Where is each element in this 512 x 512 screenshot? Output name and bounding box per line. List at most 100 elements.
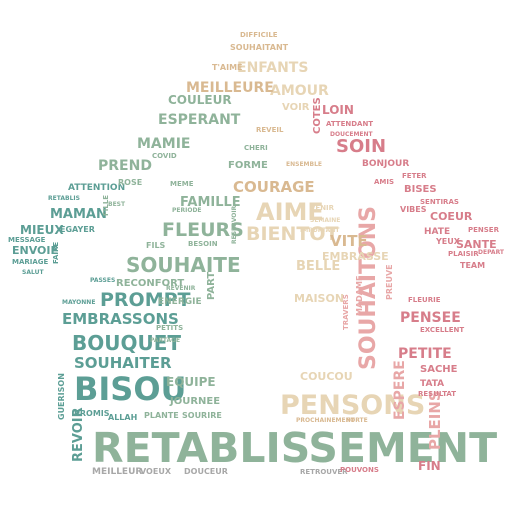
word-courage: COURAGE — [233, 178, 315, 196]
word-cotes: COTES — [312, 97, 323, 134]
word-bouquet: BOUQUET — [72, 331, 181, 355]
word-fin: FIN — [418, 459, 441, 473]
word-important: IMPORTANT — [300, 227, 340, 234]
word-prend: PREND — [98, 158, 152, 174]
word-energie: ENERGIE — [158, 297, 202, 307]
word-tata: TATA — [420, 379, 444, 389]
word-egayer: EGAYER — [60, 225, 95, 234]
word-reconfort: RECONFORT — [116, 278, 184, 289]
word-fils: FILS — [146, 241, 166, 250]
word-semaine: SEMAINE — [310, 217, 340, 224]
word-douceur: DOUCEUR — [184, 467, 228, 476]
word-mamie: MAMIE — [137, 136, 190, 152]
word-voir: VOIR — [282, 102, 310, 113]
word-embrasse: EMBRASSE — [322, 250, 389, 263]
word-vite: VITE — [330, 232, 368, 250]
word-coeur: COEUR — [430, 210, 473, 223]
word-prochainement: PROCHAINEMENT — [296, 417, 356, 424]
word-reveil: REVEIL — [256, 126, 284, 134]
word-guerison: GUERISON — [57, 373, 66, 420]
word-sourire: SOURIRE — [182, 411, 222, 420]
word-vibes: VIBES — [400, 205, 427, 214]
word-meilleur: MEILLEUR — [92, 467, 142, 477]
word-equipe: EQUIPE — [166, 375, 216, 389]
word-attention: ATTENTION — [68, 183, 125, 193]
word-petite: PETITE — [398, 346, 452, 362]
word-sache: SACHE — [420, 364, 458, 375]
word-pensee: PENSEE — [400, 310, 461, 326]
word-hate: HATE — [424, 227, 450, 237]
word-sante: SANTE — [456, 238, 497, 251]
word-faire: FAIRE — [52, 242, 60, 264]
word-travers: TRAVERS — [342, 294, 350, 330]
word-part: PART — [206, 272, 217, 300]
word-salut: SALUT — [22, 269, 44, 276]
word-embrassons: EMBRASSONS — [62, 310, 179, 328]
word-espere: ESPERE — [392, 360, 408, 420]
word-depart: DEPART — [478, 249, 505, 256]
word-t-aime: T'AIME — [212, 63, 243, 72]
word-forme: FORME — [228, 160, 268, 171]
word-bises: BISES — [404, 184, 437, 195]
word-souhaitant: SOUHAITANT — [230, 43, 289, 52]
word-pensons: PENSONS — [280, 390, 425, 421]
word-message: MESSAGE — [8, 236, 46, 244]
word-meilleure: MEILLEURE — [186, 80, 274, 96]
word-coucou: COUCOU — [300, 370, 353, 383]
word-loin: LOIN — [322, 103, 354, 117]
word-best: BEST — [108, 201, 126, 208]
word-besoin: BESOIN — [188, 240, 218, 248]
word-rose: ROSE — [118, 178, 142, 187]
word-excellent: EXCELLENT — [420, 326, 464, 334]
word-souhaiter: SOUHAITER — [74, 354, 172, 372]
word-partage: PARTAGE — [150, 337, 180, 344]
word-souhaite: SOUHAITE — [126, 253, 241, 277]
word-mariage: MARIAGE — [12, 258, 49, 266]
word-penser: PENSER — [468, 226, 500, 234]
word-plaisir: PLAISIR — [448, 250, 479, 258]
word-amour: AMOUR — [270, 83, 329, 99]
word-venir: VENIR — [310, 204, 335, 212]
word-feter: FETER — [402, 172, 427, 180]
word-retrouver: RETROUVER — [300, 468, 348, 476]
word-maman: MAMAN — [50, 207, 107, 222]
word-ensemble: ENSEMBLE — [286, 161, 322, 168]
word-maison: MAISON — [294, 292, 344, 305]
word-forte: FORTE — [346, 417, 368, 424]
word-belle: BELLE — [296, 259, 340, 274]
word-bonjour: BONJOUR — [362, 159, 409, 169]
word-amis: AMIS — [374, 178, 394, 186]
word-prompt: PROMPT — [100, 289, 191, 311]
word-fleurie: FLEURIE — [408, 296, 441, 304]
word-reservoir: RESERVOIR — [231, 205, 238, 244]
word-revoir: REVOIR — [71, 407, 86, 462]
word-fille: FILLE — [102, 195, 110, 216]
word-attendant: ATTENDANT — [326, 120, 373, 128]
word-revenir: REVENIR — [166, 285, 196, 292]
word-difficile: DIFFICILE — [240, 31, 278, 39]
word-team: TEAM — [460, 261, 485, 270]
word-soin: SOIN — [336, 136, 386, 157]
word-mieux: MIEUX — [20, 223, 64, 237]
word-retablissement: RETABLISSEMENT — [92, 424, 497, 472]
word-covid: COVID — [152, 152, 177, 160]
word-sentiras: SENTIRAS — [420, 198, 459, 206]
word-allah: ALLAH — [108, 413, 137, 422]
word-promis: PROMIS — [74, 409, 110, 418]
word-envoie: ENVOIE — [12, 244, 58, 257]
word-aime: AIME — [256, 198, 324, 226]
word-doucement: DOUCEMENT — [330, 131, 374, 138]
word-voeux: VOEUX — [140, 467, 172, 476]
word-journee: JOURNEE — [169, 396, 220, 407]
word-madame: MADAME — [355, 276, 364, 316]
word-passes: PASSES — [90, 277, 115, 284]
word-mayonne: MAYONNE — [62, 299, 95, 306]
word-preuve: PREUVE — [385, 264, 394, 300]
word-fleurs: FLEURS — [162, 219, 244, 241]
word-couleur: COULEUR — [168, 93, 232, 107]
word-pleins: PLEINS — [426, 390, 444, 450]
word-petits: PETITS — [156, 324, 183, 332]
word-yeux: YEUX — [435, 237, 461, 246]
